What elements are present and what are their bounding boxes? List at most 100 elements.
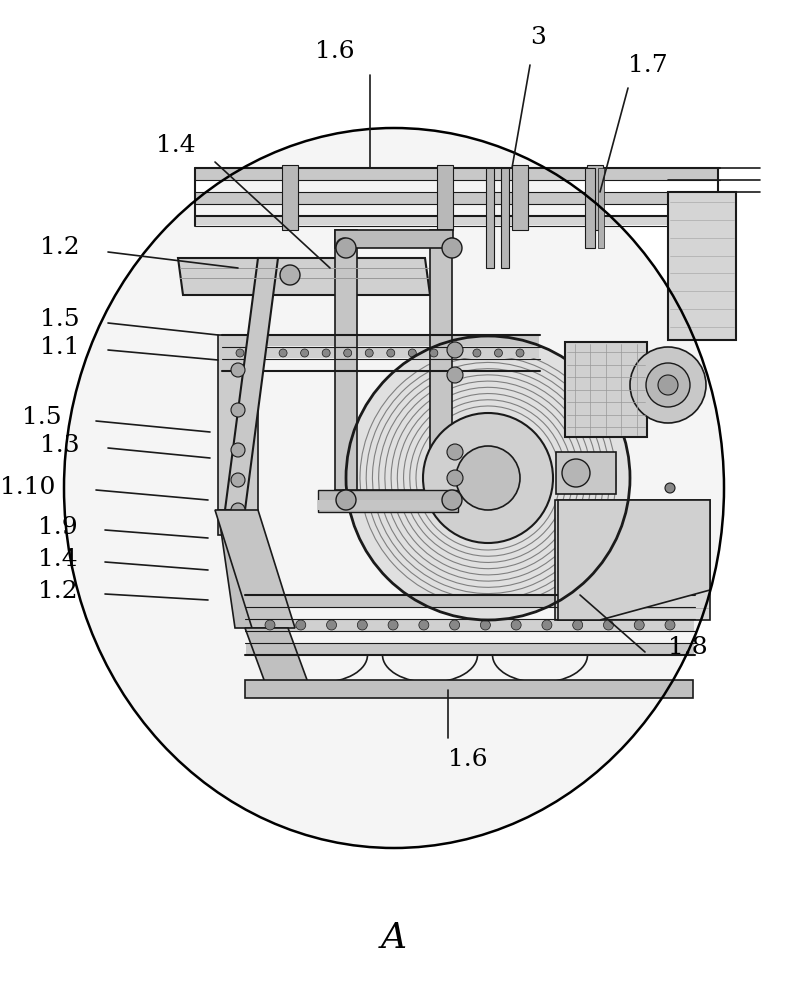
Circle shape [516, 349, 524, 357]
Circle shape [365, 349, 374, 357]
Circle shape [456, 446, 520, 510]
Circle shape [658, 375, 678, 395]
Bar [430, 230, 452, 500]
Bar [335, 230, 357, 500]
Circle shape [231, 503, 245, 517]
Bar [223, 348, 539, 358]
Circle shape [408, 349, 416, 357]
Circle shape [665, 620, 675, 630]
Circle shape [646, 363, 690, 407]
Bar [598, 168, 604, 248]
Circle shape [447, 444, 463, 460]
Circle shape [258, 349, 266, 357]
Polygon shape [245, 628, 310, 688]
Circle shape [442, 238, 462, 258]
Bar [246, 644, 694, 654]
Circle shape [279, 349, 287, 357]
Circle shape [357, 620, 367, 630]
Circle shape [423, 413, 553, 543]
Bar [587, 165, 603, 230]
Bar [246, 596, 694, 607]
Text: 1.4: 1.4 [156, 133, 196, 156]
Circle shape [447, 367, 463, 383]
Circle shape [444, 490, 460, 506]
Circle shape [336, 238, 352, 254]
Circle shape [388, 620, 398, 630]
Circle shape [322, 349, 330, 357]
Bar [318, 500, 458, 510]
Text: 1.7: 1.7 [628, 53, 667, 77]
Circle shape [429, 349, 438, 357]
Circle shape [265, 620, 275, 630]
Circle shape [336, 490, 352, 506]
Circle shape [231, 443, 245, 457]
Bar [565, 342, 647, 437]
Circle shape [604, 620, 614, 630]
Circle shape [231, 473, 245, 487]
Circle shape [511, 620, 521, 630]
Circle shape [630, 347, 706, 423]
Polygon shape [218, 510, 255, 628]
Circle shape [336, 238, 356, 258]
Circle shape [573, 620, 582, 630]
Polygon shape [215, 510, 295, 628]
Text: 1.4: 1.4 [39, 548, 78, 572]
Circle shape [447, 470, 463, 486]
Text: A: A [381, 921, 407, 955]
Circle shape [231, 363, 245, 377]
Bar [585, 168, 595, 248]
Circle shape [296, 620, 306, 630]
Bar [318, 490, 458, 512]
Circle shape [336, 490, 356, 510]
Circle shape [326, 620, 336, 630]
Bar [245, 680, 693, 698]
Bar [246, 620, 694, 631]
Bar [668, 192, 736, 340]
Ellipse shape [64, 128, 724, 848]
Circle shape [444, 238, 460, 254]
Circle shape [562, 459, 590, 487]
Circle shape [419, 620, 429, 630]
Circle shape [447, 342, 463, 358]
Text: 1.2: 1.2 [40, 236, 80, 259]
Bar [196, 193, 718, 204]
Polygon shape [178, 258, 430, 295]
Text: 1.3: 1.3 [40, 434, 80, 458]
Circle shape [634, 620, 645, 630]
Circle shape [542, 620, 552, 630]
Circle shape [481, 620, 490, 630]
Circle shape [346, 336, 630, 620]
Bar [196, 217, 718, 225]
Bar [196, 169, 718, 180]
Text: 1.8: 1.8 [668, 637, 708, 660]
Circle shape [231, 403, 245, 417]
Circle shape [236, 349, 244, 357]
Text: 1.9: 1.9 [39, 516, 78, 540]
Circle shape [665, 483, 675, 493]
Circle shape [300, 349, 309, 357]
Polygon shape [558, 500, 710, 620]
Bar [282, 165, 298, 230]
Circle shape [387, 349, 395, 357]
Circle shape [473, 349, 481, 357]
Circle shape [494, 349, 503, 357]
Bar [223, 336, 539, 346]
Text: 1.1: 1.1 [40, 336, 80, 360]
Text: 1.5: 1.5 [22, 406, 62, 430]
Bar [556, 452, 616, 494]
Bar [501, 168, 509, 268]
Text: 1.6: 1.6 [315, 40, 355, 64]
Bar [335, 230, 453, 248]
Bar [218, 335, 258, 535]
Bar [437, 165, 453, 230]
Circle shape [450, 620, 459, 630]
Bar [512, 165, 528, 230]
Polygon shape [225, 258, 278, 510]
Text: 1.10: 1.10 [0, 477, 55, 499]
Circle shape [344, 349, 351, 357]
Circle shape [452, 349, 459, 357]
Circle shape [280, 265, 300, 285]
Text: 1.6: 1.6 [448, 748, 488, 772]
Text: 1.5: 1.5 [40, 308, 80, 332]
Text: 1.2: 1.2 [39, 580, 78, 603]
